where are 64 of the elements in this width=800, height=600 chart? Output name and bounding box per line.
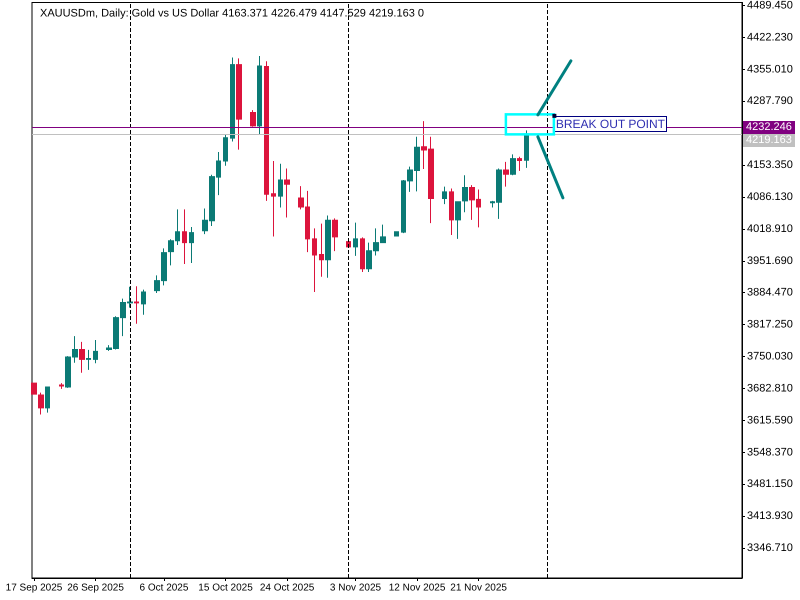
y-tick-label: 3817.250 xyxy=(747,318,793,331)
y-tick-label: 3615.590 xyxy=(747,414,793,426)
candlestick xyxy=(189,226,194,264)
candlestick xyxy=(182,208,187,264)
candlestick xyxy=(353,222,358,256)
candlestick xyxy=(141,289,146,316)
chart-title: XAUUSDm, Daily: Gold vs US Dollar 4163.371 4226.479 4147.529 4219.163 0 xyxy=(40,8,424,20)
candlestick xyxy=(230,56,235,142)
candlestick xyxy=(360,236,365,273)
x-tick-label: 26 Sep 2025 xyxy=(67,582,124,594)
candlestick xyxy=(31,382,37,395)
y-tick-label: 4355.010 xyxy=(747,63,793,76)
candlestick xyxy=(236,58,242,150)
y-tick-label: 4489.450 xyxy=(747,0,793,12)
candlestick xyxy=(462,174,468,213)
candlestick xyxy=(38,392,44,415)
candlestick xyxy=(517,156,522,172)
annotation: BREAK OUT POINT xyxy=(554,116,668,132)
candlestick xyxy=(250,110,256,128)
candlestick xyxy=(278,163,283,208)
y-tick-label: 3413.930 xyxy=(747,510,793,522)
x-tick-label: 21 Nov 2025 xyxy=(450,582,508,594)
candlestick xyxy=(319,223,324,278)
y-tick-label: 3481.150 xyxy=(747,478,793,490)
y-tick-label: 3548.370 xyxy=(747,446,793,458)
candlestick xyxy=(223,134,228,166)
x-tick-label: 3 Nov 2025 xyxy=(330,582,382,594)
candlestick xyxy=(449,188,454,236)
x-tick-label: 15 Oct 2025 xyxy=(198,582,254,594)
candlestick xyxy=(503,161,509,188)
candlestick xyxy=(59,382,64,390)
candlestick xyxy=(257,56,262,136)
candlestick xyxy=(325,215,331,278)
y-tick-label: 3884.470 xyxy=(747,286,793,299)
candlestick xyxy=(455,200,461,240)
y-tick-label: 3750.030 xyxy=(747,350,793,363)
candlestick xyxy=(524,130,529,168)
y-tick-label: 3682.810 xyxy=(747,382,793,394)
y-tick-label: 4287.790 xyxy=(747,95,793,108)
y-tick-label: 4018.910 xyxy=(747,222,793,235)
y-tick-label: 4086.130 xyxy=(747,190,793,203)
ref-line-label: 4232.246 xyxy=(743,121,795,134)
ref-line-label: 4219.163 xyxy=(743,134,795,148)
y-tick-label: 4153.350 xyxy=(747,159,793,172)
candlestick xyxy=(134,286,139,324)
candlestick xyxy=(93,339,98,364)
y-tick-label: 3951.690 xyxy=(747,254,793,267)
candlestick xyxy=(271,160,276,237)
x-tick-label: 17 Sep 2025 xyxy=(6,582,63,594)
candlestick xyxy=(264,60,269,202)
candlestick xyxy=(312,228,317,292)
candlestick xyxy=(394,230,399,236)
candlestick xyxy=(442,186,447,205)
x-tick-label: 24 Oct 2025 xyxy=(260,582,315,594)
candlestick xyxy=(332,218,338,252)
candlestick xyxy=(79,341,85,374)
x-tick-label: 6 Oct 2025 xyxy=(140,582,189,594)
candlestick xyxy=(510,154,516,176)
x-tick-label: 12 Nov 2025 xyxy=(388,582,446,594)
candlestick xyxy=(45,386,50,414)
y-tick-label: 4422.230 xyxy=(747,31,793,44)
candlestick xyxy=(86,349,91,370)
candlestick xyxy=(284,168,290,218)
y-tick-label: 3346.710 xyxy=(747,542,793,554)
